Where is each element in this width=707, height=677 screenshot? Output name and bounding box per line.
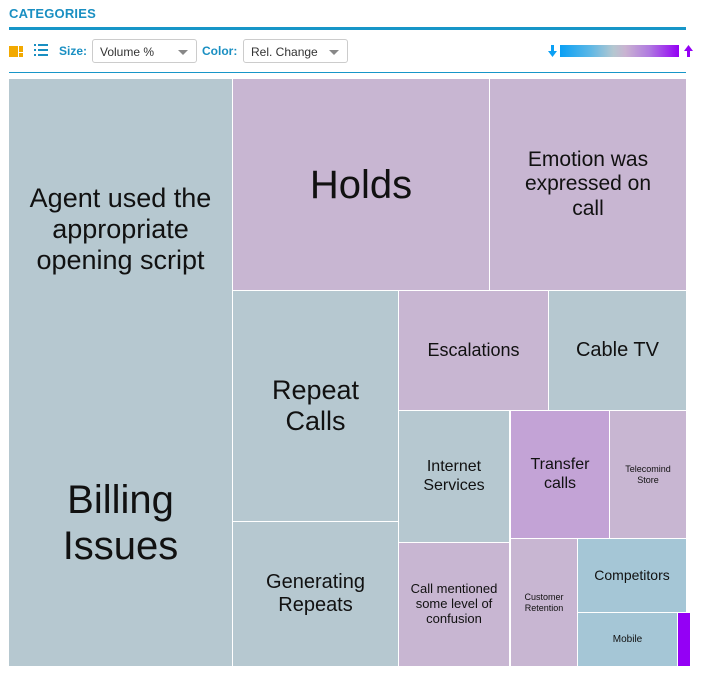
treemap-icon[interactable] [9,45,23,57]
treemap-cell-label: Escalations [427,340,520,361]
treemap-cell[interactable]: Cable TV [549,291,686,410]
treemap-cell[interactable]: Call mentioned some level of confusion [399,543,509,666]
treemap: Agent used the appropriate opening scrip… [9,79,690,666]
section-title: CATEGORIES [9,6,96,21]
treemap-cell-label: Repeat Calls [271,374,360,436]
treemap-cell[interactable]: Escalations [399,291,548,410]
treemap-cell[interactable]: Transfer calls [511,411,609,538]
treemap-cell-label: Customer Retention [524,592,564,613]
color-select-value: Rel. Change [251,45,318,59]
chevron-down-icon [178,50,188,55]
size-select[interactable]: Volume % [92,39,197,63]
arrow-up-icon [684,45,693,57]
toolbar-divider [9,72,686,73]
treemap-cell[interactable] [678,613,690,666]
list-icon[interactable] [34,44,48,56]
treemap-cell[interactable]: Telecomind Store [610,411,686,538]
treemap-cell[interactable]: Mobile [578,613,677,666]
treemap-cell[interactable]: Internet Services [399,411,509,542]
treemap-cell-label: Billing Issues [62,478,179,568]
treemap-cell-label: Emotion was expressed on call [524,148,652,220]
color-select[interactable]: Rel. Change [243,39,348,63]
treemap-cell-label: Internet Services [423,458,485,494]
treemap-cell[interactable]: Customer Retention [511,539,577,666]
title-divider [9,27,686,30]
treemap-cell-label: Call mentioned some level of confusion [410,581,498,626]
treemap-cell[interactable]: Holds [233,79,489,290]
treemap-cell-label: Generating Repeats [266,571,365,616]
treemap-cell[interactable]: Repeat Calls [233,291,398,521]
color-scale-bar [560,45,679,57]
treemap-cell-label: Cable TV [575,339,659,361]
treemap-cell-label: Competitors [594,567,670,584]
treemap-cell-label: Transfer calls [530,456,590,492]
treemap-cell[interactable]: Billing Issues [9,380,232,666]
treemap-cell-label: Mobile [612,633,643,645]
treemap-cell[interactable]: Competitors [578,539,686,612]
arrow-down-icon [548,45,557,57]
treemap-cell[interactable]: Agent used the appropriate opening scrip… [9,79,232,380]
treemap-cell[interactable]: Generating Repeats [233,522,398,666]
size-select-value: Volume % [100,45,155,59]
toolbar: Size: Volume % Color: Rel. Change [9,39,693,65]
size-label: Size: [59,44,88,58]
color-legend [545,44,695,58]
treemap-cell-label: Agent used the appropriate opening scrip… [29,182,212,276]
treemap-cell-label: Telecomind Store [625,464,671,485]
color-label: Color: [202,44,238,58]
chevron-down-icon [329,50,339,55]
treemap-cell-label: Holds [309,162,413,207]
treemap-cell[interactable]: Emotion was expressed on call [490,79,686,290]
